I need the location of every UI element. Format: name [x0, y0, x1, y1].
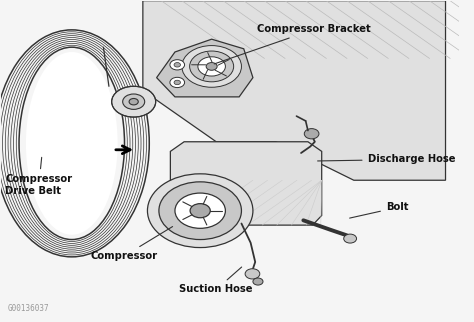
Text: Compressor
Drive Belt: Compressor Drive Belt — [5, 157, 73, 196]
Circle shape — [147, 174, 253, 248]
Circle shape — [253, 278, 263, 285]
Circle shape — [245, 269, 260, 279]
Circle shape — [123, 94, 145, 109]
Circle shape — [206, 62, 217, 70]
Circle shape — [170, 77, 184, 88]
Text: Compressor Bracket: Compressor Bracket — [214, 24, 371, 64]
Circle shape — [344, 234, 356, 243]
Circle shape — [175, 193, 226, 228]
Circle shape — [190, 204, 210, 218]
Ellipse shape — [26, 52, 118, 235]
Circle shape — [304, 128, 319, 139]
Circle shape — [170, 60, 184, 70]
Text: G00136037: G00136037 — [8, 304, 49, 313]
Circle shape — [129, 99, 138, 105]
Circle shape — [174, 62, 181, 67]
Polygon shape — [170, 142, 322, 225]
Circle shape — [174, 80, 181, 85]
Text: Bolt: Bolt — [350, 203, 409, 218]
Polygon shape — [156, 39, 253, 97]
Polygon shape — [143, 1, 446, 180]
Circle shape — [159, 182, 241, 240]
Circle shape — [190, 51, 234, 82]
Circle shape — [182, 46, 241, 87]
Text: Suction Hose: Suction Hose — [180, 267, 253, 294]
Circle shape — [198, 57, 226, 76]
Text: Compressor: Compressor — [91, 227, 173, 261]
Circle shape — [112, 86, 155, 117]
Text: Discharge Hose: Discharge Hose — [318, 154, 455, 165]
